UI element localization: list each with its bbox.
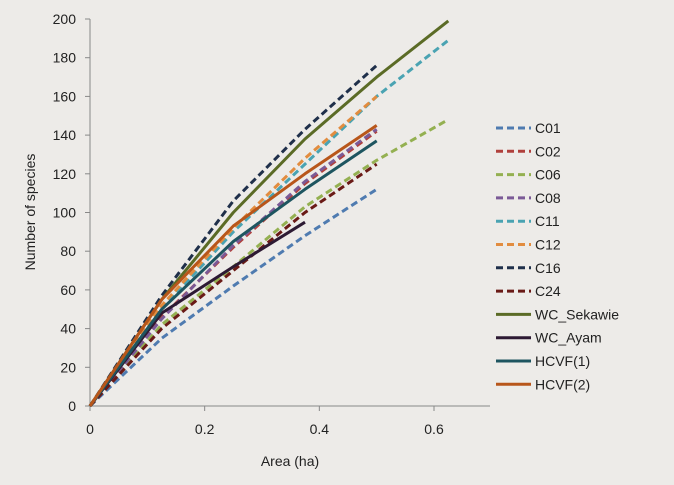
legend-label: C01 xyxy=(535,120,561,136)
series-line-c24 xyxy=(88,162,378,408)
y-tick-label: 160 xyxy=(53,88,77,104)
y-tick-label: 100 xyxy=(53,205,77,221)
plot-lines xyxy=(88,19,450,408)
y-tick-label: 0 xyxy=(68,398,76,414)
y-tick-label: 60 xyxy=(60,282,76,298)
x-tick-label: 0 xyxy=(86,421,94,437)
legend-label: C06 xyxy=(535,167,561,183)
y-tick-label: 20 xyxy=(60,359,76,375)
legend: C01 C02 C06 C08 C11 C12 C16 C24 WC_Sekawie WC_Aya… xyxy=(496,120,619,392)
series-line-hcvf-1- xyxy=(88,139,378,407)
x-axis-label: Area (ha) xyxy=(261,453,319,469)
series-line-c11 xyxy=(88,39,450,407)
x-tick-label: 0.2 xyxy=(195,421,215,437)
legend-label: WC_Sekawie xyxy=(535,306,619,322)
legend-label: C12 xyxy=(535,237,561,253)
legend-label: C02 xyxy=(535,143,561,159)
y-tick-label: 200 xyxy=(53,11,77,27)
legend-label: C08 xyxy=(535,190,561,206)
x-tick-label: 0.4 xyxy=(310,421,330,437)
y-tick-label: 140 xyxy=(53,127,77,143)
legend-label: HCVF(1) xyxy=(535,353,590,369)
y-axis: 0 20 40 60 80 100 120 140 160 180 200 xyxy=(53,11,91,414)
x-axis: 0 0.2 0.4 0.6 xyxy=(86,405,490,437)
series-line-c12 xyxy=(88,95,378,407)
legend-label: C24 xyxy=(535,283,561,299)
legend-label: WC_Ayam xyxy=(535,330,602,346)
series-line-hcvf-2- xyxy=(88,124,378,407)
y-tick-label: 180 xyxy=(53,50,77,66)
x-tick-label: 0.6 xyxy=(424,421,444,437)
legend-label: C16 xyxy=(535,260,561,276)
y-tick-label: 40 xyxy=(60,321,76,337)
y-tick-label: 80 xyxy=(60,243,76,259)
y-axis-label: Number of species xyxy=(22,154,38,271)
legend-label: C11 xyxy=(535,213,560,229)
legend-label: HCVF(2) xyxy=(535,376,590,392)
series-line-c06 xyxy=(88,118,450,407)
series-line-c08 xyxy=(88,128,378,407)
y-tick-label: 120 xyxy=(53,166,77,182)
series-line-c01 xyxy=(88,188,378,408)
